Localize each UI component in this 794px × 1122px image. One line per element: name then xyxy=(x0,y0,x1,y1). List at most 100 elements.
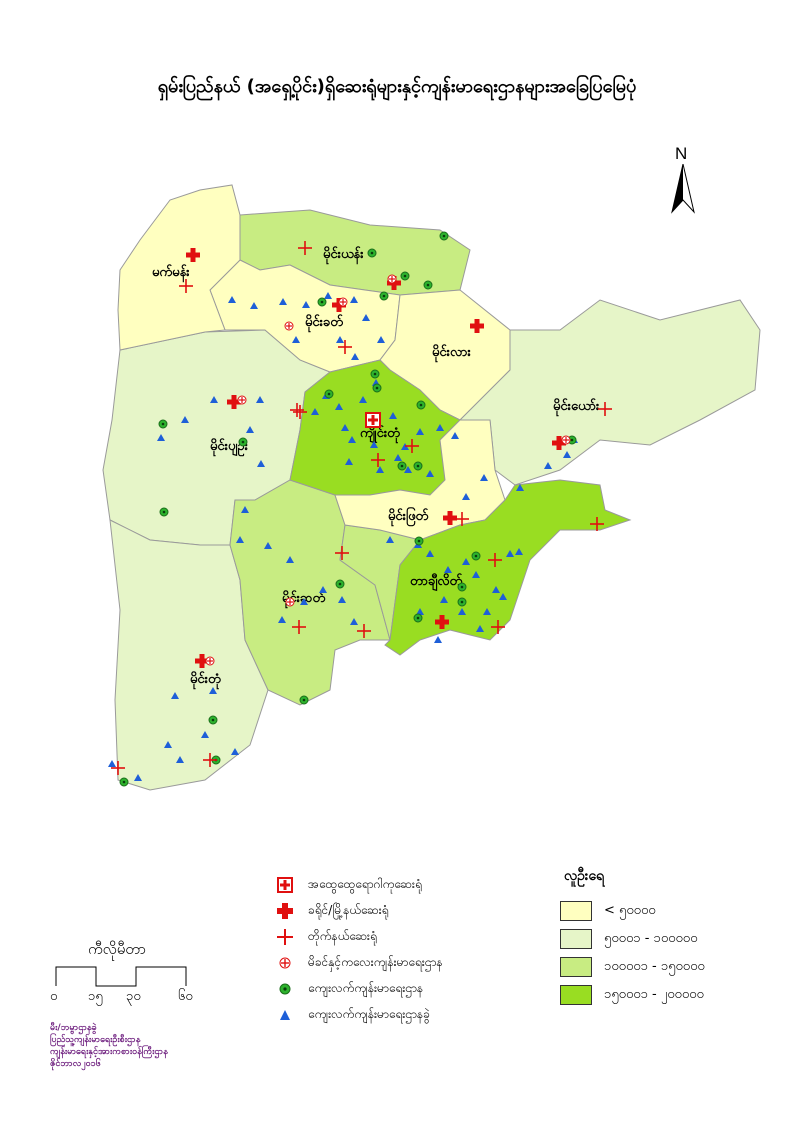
district-township-hospital-marker xyxy=(186,248,200,262)
rural-health-center-marker xyxy=(413,461,423,471)
general-hospital-icon xyxy=(270,875,300,895)
sub-rural-health-center-marker xyxy=(336,336,344,343)
legend-label: မိခင်နှင့်ကလေးကျန်းမာရေးဌာန xyxy=(308,955,443,969)
sub-rural-health-center-marker xyxy=(278,616,286,623)
scale-tick: ၃၀ xyxy=(126,989,141,1004)
district-label-mat-man: မက်မန်း xyxy=(152,263,190,283)
sub-rural-health-center-marker xyxy=(434,636,442,643)
rural-health-center-marker xyxy=(423,280,433,290)
sub-rural-health-center-marker xyxy=(181,416,189,423)
sub-rural-health-center-marker xyxy=(171,692,179,699)
scale-bar: ကီလိုမီတာ xyxy=(48,940,208,1010)
station-hospital-marker xyxy=(491,620,505,634)
sub-rural-health-center-marker xyxy=(350,618,358,625)
sub-rural-health-center-marker xyxy=(462,558,470,565)
rural-health-center-marker xyxy=(158,419,168,429)
region-mong-ton xyxy=(109,519,269,791)
district-township-hospital-marker xyxy=(435,615,449,629)
sub-rural-health-center-marker xyxy=(134,774,142,781)
region-mat-man xyxy=(117,184,241,351)
sub-rural-health-center-marker xyxy=(164,741,172,748)
rural-health-center-marker xyxy=(370,369,380,379)
symbol-legend: အထွေထွေရောဂါကုဆေးရုံ ခရိုင်/မြို့နယ်ဆေးရ… xyxy=(270,872,530,1028)
station-hospital-marker xyxy=(293,405,307,419)
sub-rural-health-center-marker xyxy=(241,506,249,513)
station-hospital-marker xyxy=(179,279,193,293)
rural-health-center-marker xyxy=(397,461,407,471)
sub-rural-health-center-marker xyxy=(300,598,308,605)
pop-class-3: ၁၀၀၀၀၁ - ၁၅၀၀၀၀ xyxy=(560,953,760,981)
general-hospital-marker xyxy=(365,412,381,428)
district-label-mong-ton: မိုင်းတုံ xyxy=(190,670,221,690)
region-mong-hpyak xyxy=(334,419,506,541)
district-township-hospital-marker xyxy=(470,319,484,333)
mch-center-marker xyxy=(338,297,348,307)
sub-rural-health-center-marker xyxy=(286,556,294,563)
sub-rural-health-center-marker xyxy=(250,302,258,309)
station-hospital-marker xyxy=(598,402,612,416)
district-township-hospital-marker xyxy=(227,395,241,409)
map-title: ရှမ်းပြည်နယ် (အရှေ့ပိုင်း)ရှိဆေးရုံများန… xyxy=(157,76,637,97)
population-legend: လူဦးရေ < ၅၀၀၀၀ ၅၀၀၀၁ - ၁၀၀၀၀၀ ၁၀၀၀၀၁ - ၁… xyxy=(560,866,760,1009)
district-label-mong-yawng: မိုင်းယော်း xyxy=(553,397,600,417)
legend-item-rhc: ကျေးလက်ကျန်းမာရေးဌာန xyxy=(270,976,530,1002)
mch-center-marker xyxy=(285,597,295,607)
district-label-tachileik: တာချီလိတ် xyxy=(410,572,463,591)
rural-health-center-marker xyxy=(372,383,382,393)
rural-health-center-marker xyxy=(208,715,218,725)
station-hospital-marker xyxy=(335,546,349,560)
sub-rural-health-center-marker xyxy=(256,396,264,403)
sub-rural-health-center-marker xyxy=(544,462,552,469)
scale-bar-graphic xyxy=(55,966,187,987)
scale-ticks: ၀ ၁၅ ၃၀ ၆၀ xyxy=(48,988,208,1008)
legend-item-district-hospital: ခရိုင်/မြို့နယ်ဆေးရုံ xyxy=(270,898,530,924)
district-label-mong-khet: မိုင်းခတ် xyxy=(305,313,343,333)
sub-rural-health-center-marker xyxy=(350,296,358,303)
rural-health-center-marker xyxy=(400,271,410,281)
mch-center-icon xyxy=(270,953,300,973)
sub-rural-health-center-marker xyxy=(209,687,217,694)
pop-swatch xyxy=(560,957,592,977)
sub-rural-health-center-marker xyxy=(176,756,184,763)
sub-rural-health-center-marker xyxy=(279,298,287,305)
sub-rural-health-center-marker xyxy=(362,314,370,321)
sub-rural-health-center-marker xyxy=(386,536,394,543)
sub-rural-health-center-marker xyxy=(462,493,470,500)
district-label-mong-hpyak: မိုင်းဖြတ် xyxy=(388,506,429,527)
sub-rural-health-center-marker xyxy=(231,748,239,755)
legend-label: ခရိုင်/မြို့နယ်ဆေးရုံ xyxy=(308,903,389,917)
north-arrow: N xyxy=(668,144,698,214)
pop-swatch xyxy=(560,901,592,921)
station-hospital-marker xyxy=(405,439,419,453)
credit-line: ပြည်သူ့ကျန်းမာရေးဦးစီးဌာန xyxy=(50,1035,141,1045)
district-township-hospital-icon xyxy=(270,901,300,921)
legend-item-general-hospital: အထွေထွေရောဂါကုဆေးရုံ xyxy=(270,872,530,898)
sub-rural-health-center-icon xyxy=(270,1005,300,1025)
mch-center-marker xyxy=(284,321,294,331)
scale-tick: ၀ xyxy=(50,989,58,1004)
mch-center-marker xyxy=(205,656,215,666)
district-township-hospital-marker xyxy=(332,298,346,312)
sub-rural-health-center-marker xyxy=(338,596,346,603)
legend-label: ကျေးလက်ကျန်းမာရေးဌာန xyxy=(308,981,424,995)
station-hospital-marker xyxy=(455,512,469,526)
district-label-mong-la: မိုင်းလား xyxy=(432,343,471,363)
sub-rural-health-center-marker xyxy=(492,586,500,593)
rural-health-center-marker xyxy=(471,551,481,561)
station-hospital-marker xyxy=(292,620,306,634)
sub-rural-health-center-marker xyxy=(563,451,571,458)
rural-health-center-marker xyxy=(416,400,426,410)
sub-rural-health-center-marker xyxy=(416,428,424,435)
station-hospital-marker xyxy=(290,403,304,417)
station-hospital-marker xyxy=(590,517,604,531)
sub-rural-health-center-marker xyxy=(476,625,484,632)
station-hospital-marker xyxy=(203,753,217,767)
sub-rural-health-center-marker xyxy=(311,408,319,415)
rural-health-center-icon xyxy=(270,979,300,999)
legend-item-sub-rhc: ကျေးလက်ကျန်းမာရေးဌာနခွဲ xyxy=(270,1002,530,1028)
sub-rural-health-center-marker xyxy=(351,353,359,360)
pop-class-label: ၅၀၀၀၁ - ၁၀၀၀၀၀ xyxy=(604,930,698,946)
north-label: N xyxy=(675,144,688,163)
sub-rural-health-center-marker xyxy=(201,731,209,738)
sub-rural-health-center-marker xyxy=(394,454,402,461)
